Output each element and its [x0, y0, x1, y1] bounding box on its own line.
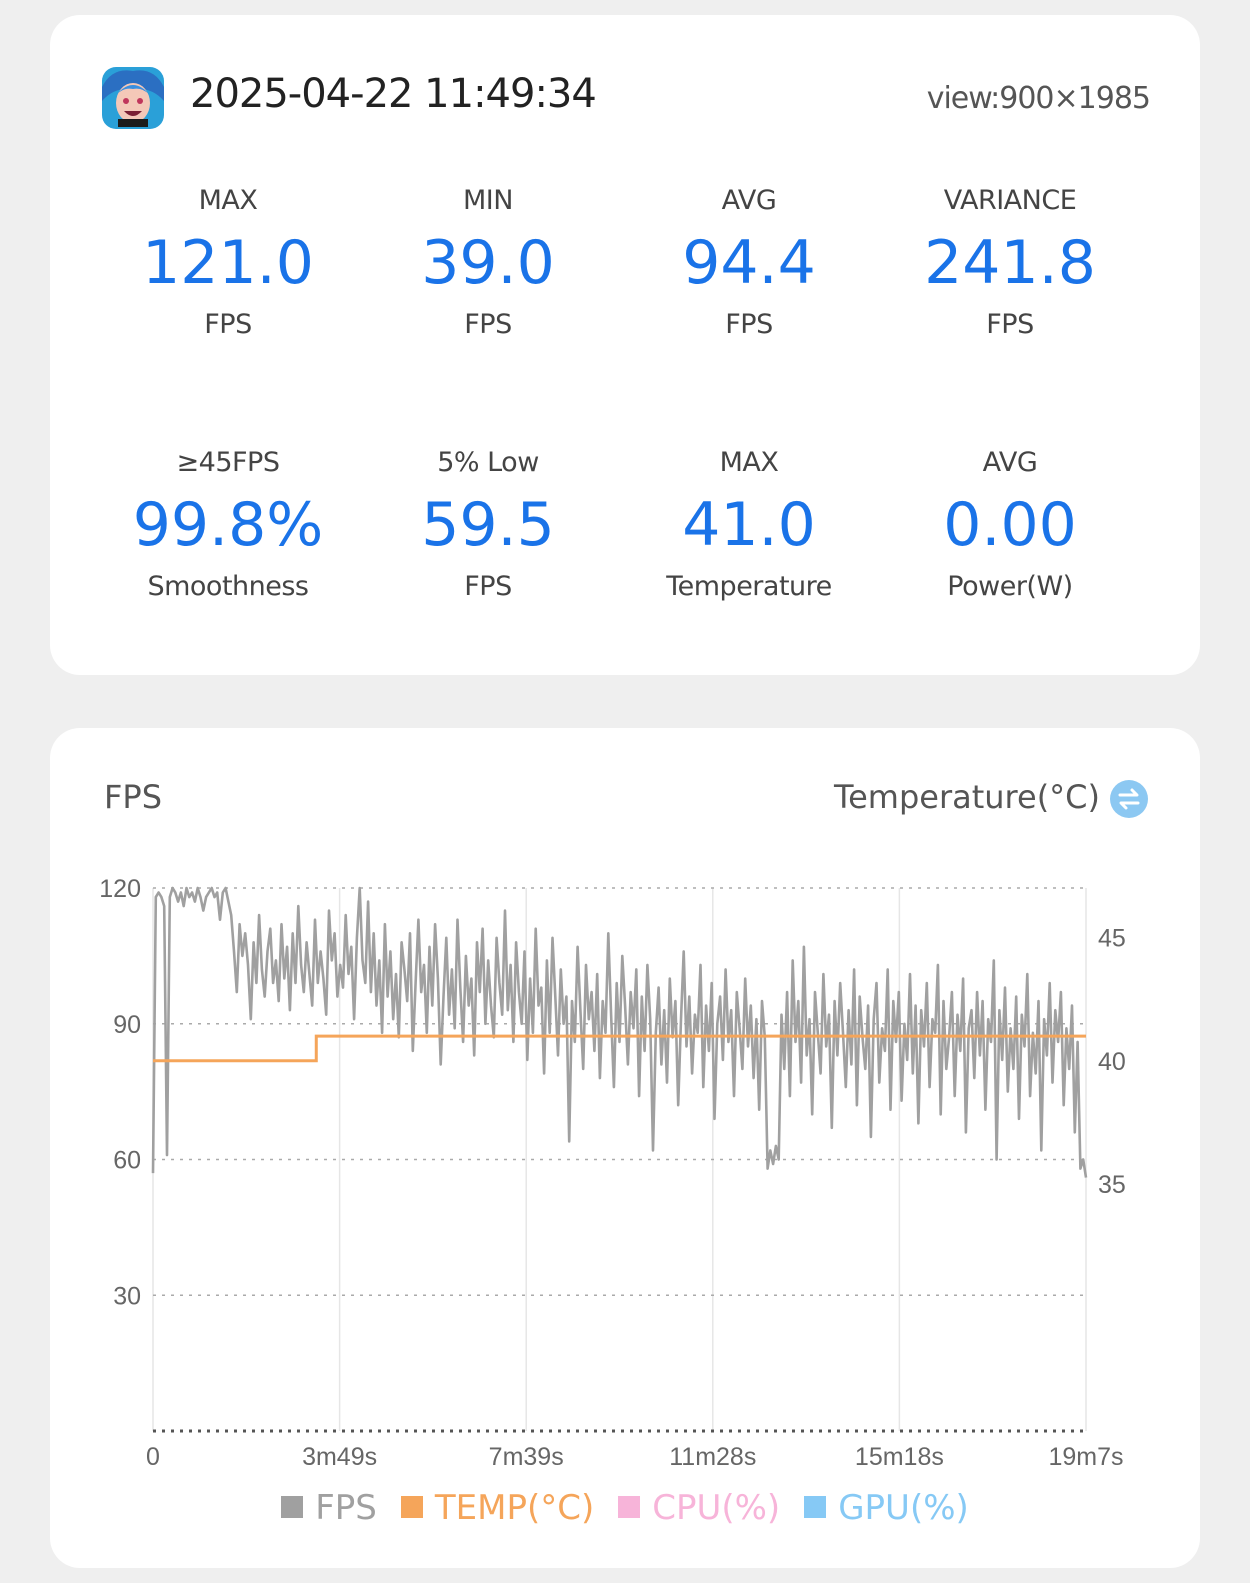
stat-unit: Power(W): [947, 571, 1073, 602]
y-left-tick-label: 90: [113, 1011, 141, 1039]
stat-tile: 5% Low 59.5 FPS: [363, 445, 613, 605]
y-right-tick-label: 45: [1098, 924, 1126, 952]
legend-swatch: [618, 1495, 641, 1518]
stat-tile: AVG 0.00 Power(W): [885, 445, 1135, 605]
legend-item[interactable]: FPS: [281, 1488, 377, 1528]
y-right-tick-label: 35: [1098, 1171, 1126, 1199]
stat-tile: VARIANCE 241.8 FPS: [885, 183, 1135, 343]
view-size: view:900×1985: [926, 81, 1151, 116]
stat-label: 5% Low: [437, 447, 539, 478]
x-tick-label: 3m49s: [302, 1443, 377, 1471]
legend-swatch: [400, 1495, 423, 1518]
fps-temperature-chart[interactable]: 0 3m49s 7m39s 11m28s 15m18s 19m7s 120 90 60 30 45 4…: [50, 728, 1200, 1488]
stat-label: MAX: [719, 447, 779, 478]
stat-label: AVG: [982, 447, 1038, 478]
legend-swatch: [804, 1495, 827, 1518]
stat-label: ≥45FPS: [176, 447, 280, 478]
y-right-tick-label: 40: [1098, 1048, 1126, 1076]
fps-series-line: [151, 886, 1088, 1178]
legend-item[interactable]: GPU(%): [804, 1488, 969, 1528]
stat-value: 0.00: [943, 490, 1077, 560]
stat-value: 59.5: [421, 490, 555, 560]
stat-unit: Temperature: [666, 571, 832, 602]
y-left-tick-label: 60: [113, 1147, 141, 1175]
legend-item[interactable]: TEMP(°C): [400, 1488, 595, 1528]
stats-card: 2025-04-22 11:49:34 view:900×1985 MAX 121…: [50, 15, 1200, 675]
legend-item[interactable]: CPU(%): [618, 1488, 780, 1528]
stat-tile: ≥45FPS 99.8% Smoothness: [103, 445, 353, 605]
y-left-tick-label: 30: [113, 1282, 141, 1310]
stat-value: 41.0: [682, 490, 816, 560]
chart-legend: FPS TEMP(°C) CPU(%) GPU(%): [50, 1488, 1200, 1528]
stat-label: MIN: [463, 185, 513, 216]
x-tick-label: 7m39s: [489, 1443, 564, 1471]
stat-tile: MIN 39.0 FPS: [363, 183, 613, 343]
x-tick-label: 0: [146, 1443, 160, 1471]
legend-swatch: [281, 1495, 304, 1518]
x-tick-label: 15m18s: [855, 1443, 944, 1471]
legend-label: GPU(%): [838, 1488, 969, 1528]
stat-unit: FPS: [204, 309, 252, 340]
game-character-icon[interactable]: [102, 67, 164, 129]
chart-right-axis-title: Temperature(°C): [833, 778, 1100, 816]
stat-unit: FPS: [986, 309, 1034, 340]
stat-unit: FPS: [464, 571, 512, 602]
stat-label: MAX: [198, 185, 258, 216]
stat-value: 39.0: [421, 228, 555, 298]
stat-tile: AVG 94.4 FPS: [624, 183, 874, 343]
swap-arrows-icon[interactable]: [1110, 780, 1148, 818]
stat-label: VARIANCE: [943, 185, 1077, 216]
stat-tile: MAX 121.0 FPS: [103, 183, 353, 343]
temperature-series-line: [153, 1034, 1086, 1063]
legend-label: CPU(%): [652, 1488, 781, 1528]
chart-card: FPS Temperature(°C) 0 3m49s 7m39s 11m28s 15m…: [50, 728, 1200, 1568]
x-tick-label: 11m28s: [669, 1443, 756, 1471]
stat-unit: Smoothness: [147, 571, 309, 602]
stat-label: AVG: [721, 185, 777, 216]
stat-tile: MAX 41.0 Temperature: [624, 445, 874, 605]
stat-value: 121.0: [142, 228, 314, 298]
legend-label: TEMP(°C): [434, 1488, 595, 1528]
y-left-tick-label: 120: [99, 875, 141, 903]
stat-value: 241.8: [924, 228, 1096, 298]
chart-left-axis-title: FPS: [104, 778, 163, 816]
stat-value: 99.8%: [132, 490, 324, 560]
stat-value: 94.4: [682, 228, 816, 298]
legend-label: FPS: [315, 1488, 377, 1528]
x-tick-label: 19m7s: [1048, 1443, 1123, 1471]
stat-unit: FPS: [725, 309, 773, 340]
session-timestamp: 2025-04-22 11:49:34: [190, 71, 597, 117]
stat-unit: FPS: [464, 309, 512, 340]
